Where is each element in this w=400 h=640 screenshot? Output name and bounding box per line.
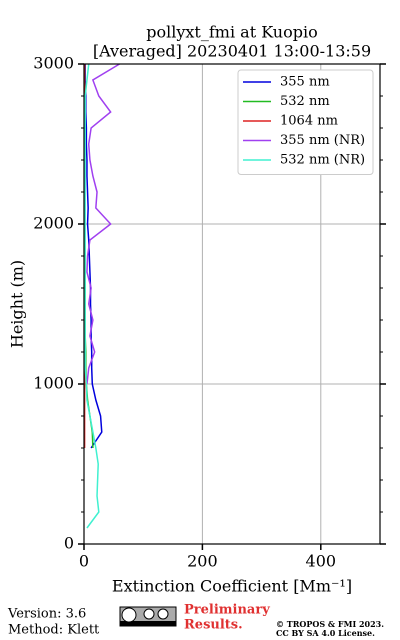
legend-label: 1064 nm: [280, 114, 338, 129]
chart-subtitle: [Averaged] 20230401 13:00-13:59: [93, 42, 371, 61]
legend-label: 532 nm: [280, 94, 330, 109]
copyright: © TROPOS & FMI 2023.: [276, 619, 384, 629]
profile-line: [84, 64, 103, 449]
profile-line: [86, 63, 120, 385]
copyright: CC BY SA 4.0 License.: [276, 628, 375, 638]
x-tick-label: 200: [187, 552, 218, 571]
method: Method: Klett: [8, 623, 100, 638]
x-tick-label: 400: [306, 552, 337, 571]
plot-frame: [83, 63, 381, 545]
y-tick-label: 1000: [33, 374, 74, 393]
preliminary: Results.: [184, 618, 243, 633]
profile-line: [84, 63, 100, 529]
cc-badge: [119, 606, 177, 627]
legend-box: [237, 69, 374, 175]
legend-label: 355 nm (NR): [280, 133, 365, 148]
x-axis-label: Extinction Coefficient [Mm⁻¹]: [112, 577, 352, 596]
x-tick-label: 0: [79, 552, 89, 571]
legend-label: 355 nm: [280, 75, 330, 90]
preliminary: Preliminary: [184, 603, 270, 618]
version: Version: 3.6: [7, 607, 86, 622]
chart-title: pollyxt_fmi at Kuopio: [146, 23, 317, 42]
y-tick-label: 2000: [33, 214, 74, 233]
y-tick-label: 3000: [33, 54, 74, 73]
y-tick-label: 0: [64, 534, 74, 553]
legend-label: 532 nm (NR): [280, 153, 365, 168]
y-axis-label: Height (m): [8, 260, 27, 348]
